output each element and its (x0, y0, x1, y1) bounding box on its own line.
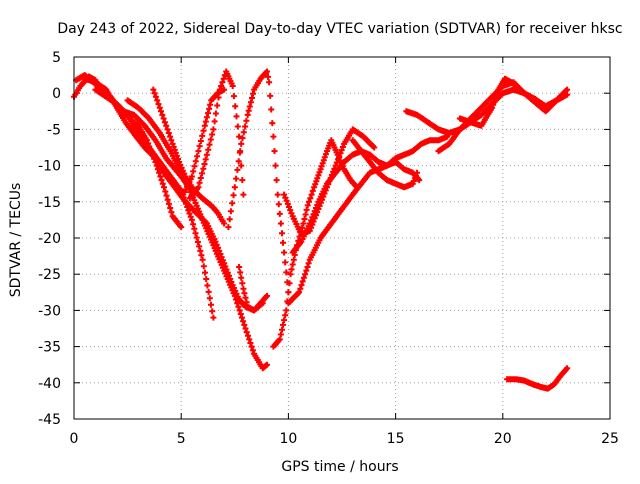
data-layer (71, 68, 571, 392)
chart-title: Day 243 of 2022, Sidereal Day-to-day VTE… (57, 21, 622, 37)
x-tick-label: 0 (70, 431, 79, 447)
y-tick-label: -25 (38, 267, 61, 283)
y-tick-label: -15 (38, 195, 61, 211)
data-point-markers (92, 86, 217, 321)
data-point-markers (225, 68, 292, 296)
y-tick-label: -5 (47, 122, 61, 138)
series-track-9 (225, 68, 292, 296)
y-tick-label: -20 (38, 231, 61, 247)
series-track-6 (150, 86, 228, 227)
y-axis-label: SDTVAR / TECUs (8, 183, 24, 298)
data-point-markers (236, 264, 270, 314)
data-point-markers (124, 97, 270, 372)
series-track-4 (92, 86, 217, 321)
y-tick-label: -10 (38, 159, 61, 175)
series-track-15 (349, 137, 420, 191)
series-track-18 (456, 75, 571, 129)
y-tick-label: -35 (38, 340, 61, 356)
y-tick-label: 0 (52, 86, 61, 102)
data-point-markers (180, 86, 228, 198)
data-point-markers (150, 86, 228, 227)
x-tick-label: 15 (387, 431, 405, 447)
x-tick-label: 25 (601, 431, 619, 447)
x-tick-label: 5 (177, 431, 186, 447)
plot-frame (73, 56, 611, 420)
series-track-5 (124, 97, 270, 372)
series-track-3 (81, 75, 266, 314)
series-track-10 (236, 264, 270, 314)
data-point-markers (81, 75, 266, 314)
grid-layer (74, 57, 610, 419)
series-track-7 (180, 86, 228, 198)
y-tick-label: -40 (38, 376, 61, 392)
data-point-markers (504, 365, 571, 392)
x-tick-label: 10 (279, 431, 297, 447)
series-track-19 (504, 365, 571, 392)
y-tick-label: -30 (38, 303, 61, 319)
x-tick-label: 20 (494, 431, 512, 447)
y-tick-label: -45 (38, 412, 61, 428)
x-axis-label: GPS time / hours (281, 459, 398, 475)
series-track-8 (186, 68, 247, 202)
y-tick-label: 5 (52, 50, 61, 66)
data-point-markers (349, 137, 420, 191)
data-point-markers (456, 75, 571, 129)
data-point-markers (186, 68, 247, 202)
